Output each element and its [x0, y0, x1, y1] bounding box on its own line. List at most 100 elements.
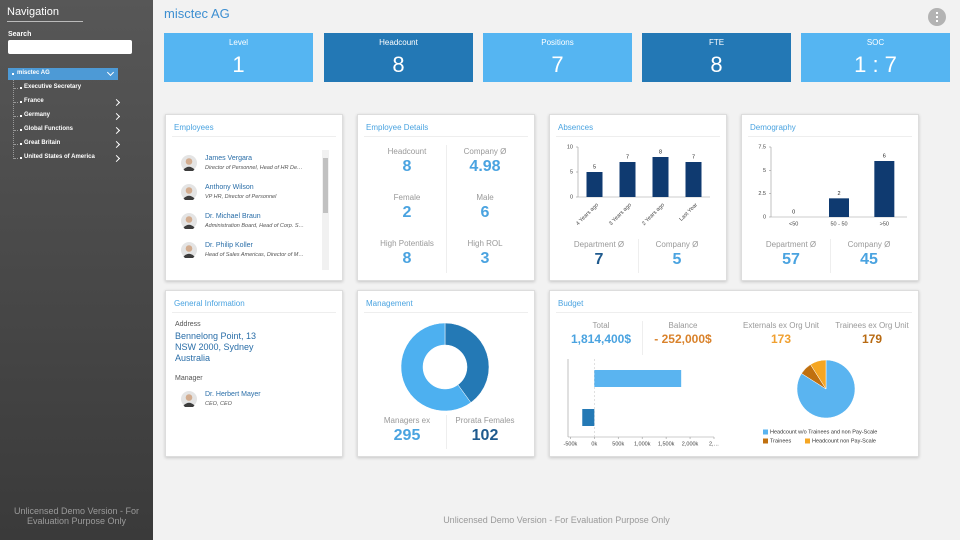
card-separator: [172, 312, 336, 313]
tree-bullet: [12, 73, 14, 75]
tree-node[interactable]: Great Britain: [14, 139, 124, 150]
employee-item[interactable]: Anthony Wilson VP HR, Director of Personn…: [174, 182, 319, 206]
avatar: [181, 242, 197, 258]
address-line: Australia: [175, 353, 211, 363]
stat-label: Total: [592, 321, 610, 330]
avatar-head: [185, 187, 193, 194]
chart-svg: 0 5 10 5 4 Years ago 7 3 Years ago 8 2 Years ago…: [567, 144, 710, 227]
employee-role: Director of Personnel, Head of HR De…: [205, 165, 303, 171]
sidebar-title: Navigation: [7, 6, 59, 18]
card-title: Employees: [174, 123, 214, 132]
general-information-card: General Information Address Bennelong Poin…: [165, 290, 343, 457]
stat-label: Balance: [668, 321, 698, 330]
detail-label: Company Ø: [463, 147, 507, 156]
chevron-right: [112, 126, 121, 135]
avatar-body: [183, 195, 195, 200]
address-line: Bennelong Point, 13: [175, 331, 257, 341]
card-title: Absences: [558, 123, 594, 132]
search-input[interactable]: [8, 40, 132, 54]
detail-value: 4.98: [469, 158, 501, 175]
x-tick-label: 2,…: [709, 441, 719, 447]
kpi-label: Level: [228, 38, 249, 47]
y-tick-label: 0: [763, 214, 766, 220]
employee-name: Dr. Michael Braun: [205, 213, 261, 220]
tree-node[interactable]: France: [14, 97, 124, 108]
info-button[interactable]: [928, 8, 946, 26]
card-separator: [748, 136, 912, 137]
x-tick-label: 1,500k: [658, 441, 675, 447]
stat-value: 102: [471, 427, 499, 444]
stat-value: 57: [782, 251, 800, 268]
detail-value: 8: [402, 250, 412, 267]
stat-value: 5: [672, 251, 682, 268]
bar: [594, 370, 682, 387]
card-separator: [364, 136, 528, 137]
value-label: 7: [692, 154, 695, 160]
tree-node-label: Global Functions: [24, 126, 73, 132]
value-label: 7: [626, 154, 629, 160]
tree-root[interactable]: misctec AG: [8, 68, 118, 80]
bar: [586, 172, 603, 197]
tree-node[interactable]: Germany: [14, 111, 124, 122]
avatar-head: [185, 245, 193, 252]
x-tick-label: 2 Years ago: [641, 202, 666, 227]
card-separator: [172, 136, 336, 137]
kpi-value: 1 : 7: [854, 52, 897, 77]
tree-connector: [14, 116, 18, 117]
employee-name: Anthony Wilson: [205, 184, 254, 191]
legend-swatch: [763, 429, 768, 435]
employee-name: James Vergara: [205, 155, 253, 162]
employee-name: Dr. Philip Koller: [205, 242, 253, 249]
avatar: [181, 213, 197, 229]
tree-bullet: [20, 157, 22, 159]
x-tick-label: >50: [880, 221, 889, 227]
chart-svg: 0 2.5 5 7.5 0 <50 2 50 - 50 6 >50: [758, 144, 907, 227]
stat-value: 45: [860, 251, 878, 268]
stat-value: 1,814,400$: [570, 332, 632, 346]
kpi-tile: Level 1: [164, 33, 313, 82]
avatar: [181, 184, 197, 200]
tree-node[interactable]: Executive Secretary: [14, 83, 124, 94]
detail-value: 3: [480, 250, 490, 267]
y-tick-label: 5: [570, 169, 573, 175]
avatar-head: [185, 394, 193, 401]
stat-value: 295: [393, 427, 421, 444]
tree-bullet: [20, 101, 22, 103]
slice: [400, 322, 472, 412]
employees-card: Employees James Vergara Director of Person…: [165, 114, 343, 281]
stat-value: 7: [594, 251, 604, 268]
tree-node[interactable]: Global Functions: [14, 125, 124, 136]
stat-value: - 252,000$: [654, 332, 712, 346]
manager-item[interactable]: Dr. Herbert Mayer CEO, CEO: [174, 389, 324, 411]
chevron-right: [112, 140, 121, 149]
divider: [830, 239, 831, 273]
avatar-body: [183, 253, 195, 258]
tree-node-label: Great Britain: [24, 140, 61, 146]
tree-bullet: [20, 87, 22, 89]
kpi-tile: Headcount 8: [324, 33, 473, 82]
legend-label: Headcount non Pay-Scale: [812, 438, 876, 444]
tree-node-label: Germany: [24, 112, 51, 118]
employee-item[interactable]: Dr. Michael Braun Administration Board, H…: [174, 211, 319, 235]
value-label: 5: [593, 164, 596, 170]
page-title: misctec AG: [164, 6, 230, 21]
search-label: Search: [8, 31, 32, 38]
x-tick-label: 500k: [612, 441, 624, 447]
value-label: 6: [883, 153, 886, 159]
divider: [446, 415, 447, 449]
y-tick-label: 5: [763, 168, 766, 174]
employee-item[interactable]: Dr. Philip Koller Head of Sales Americas,…: [174, 240, 319, 264]
footer: Unlicensed Demo Version - For Evaluation…: [443, 515, 670, 525]
scrollbar[interactable]: [322, 150, 329, 270]
info-dot: [936, 20, 938, 22]
kpi-label: SOC: [866, 38, 885, 47]
bar: [619, 162, 636, 197]
sidebar-footer: Unlicensed Demo Version - For Evaluation…: [13, 506, 140, 526]
tree-connector: [14, 102, 18, 103]
bar: [582, 409, 595, 426]
legend-label: Headcount w/o Trainees and non Pay-Scale: [770, 429, 877, 435]
x-tick-label: 3 Years ago: [608, 202, 633, 227]
tree-node[interactable]: United States of America: [14, 153, 124, 164]
card-title: Demography: [750, 123, 796, 132]
employee-item[interactable]: James Vergara Director of Personnel, Head…: [174, 153, 319, 177]
